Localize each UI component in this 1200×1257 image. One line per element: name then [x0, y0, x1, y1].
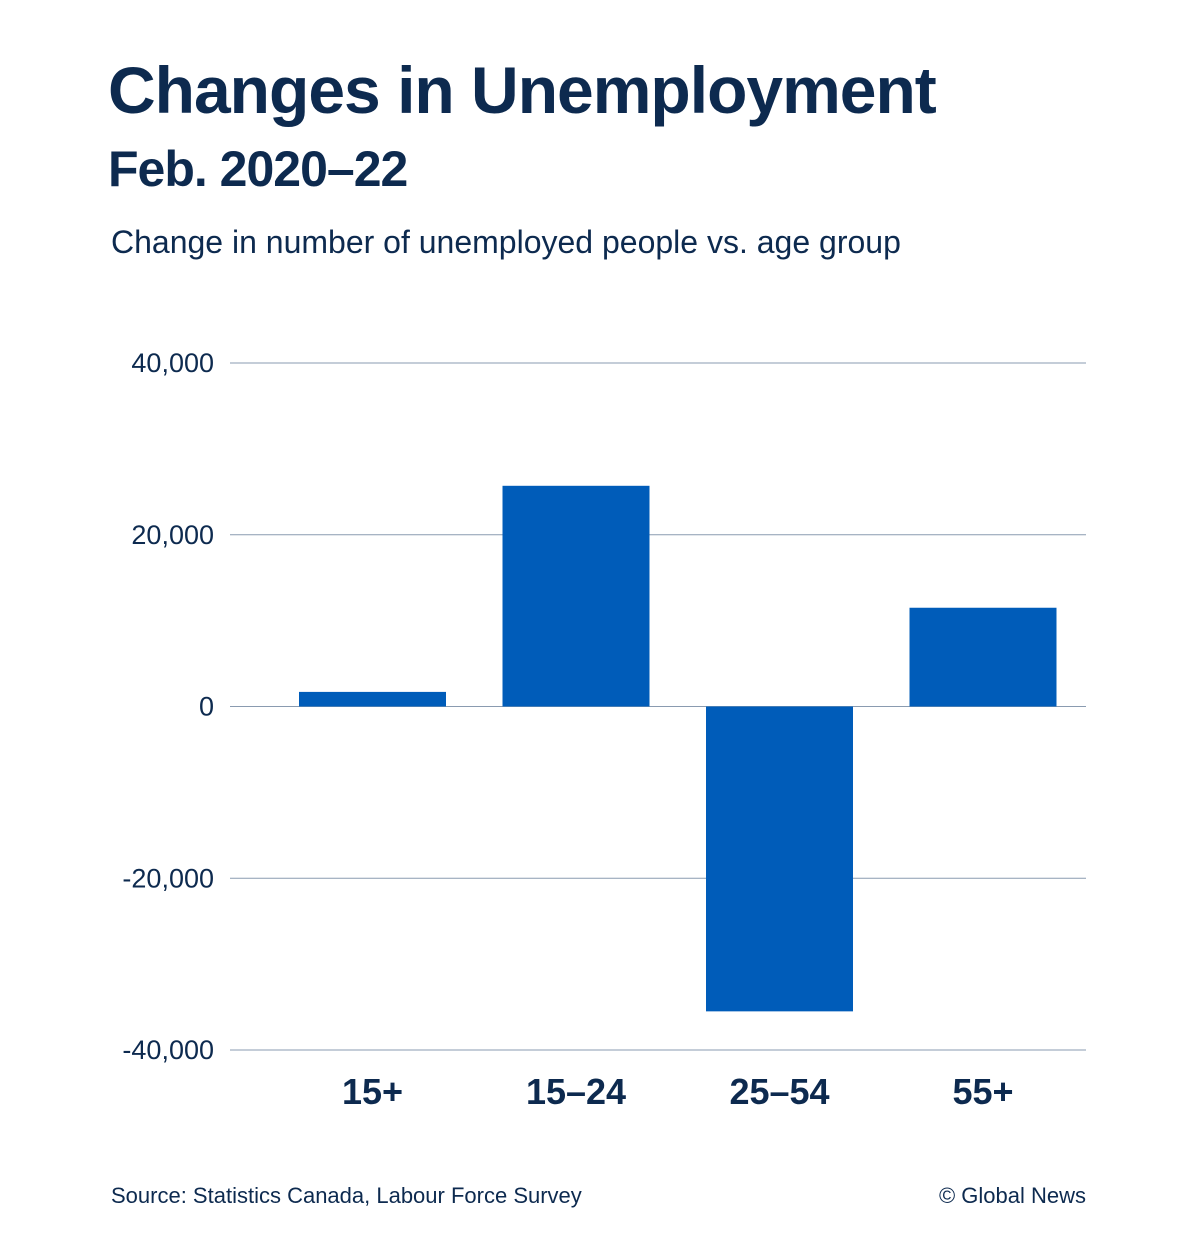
- y-tick-label: -20,000: [122, 863, 214, 893]
- bar: [909, 607, 1057, 707]
- y-tick-label: 40,000: [131, 348, 214, 378]
- y-tick-label: 20,000: [131, 520, 214, 550]
- bars: [299, 485, 1057, 1012]
- x-tick-label: 15+: [342, 1071, 403, 1112]
- bar: [299, 691, 446, 707]
- chart-title: Changes in Unemployment: [108, 53, 937, 127]
- x-tick-label: 55+: [952, 1071, 1013, 1112]
- bar: [502, 485, 650, 707]
- chart-caption: Change in number of unemployed people vs…: [111, 224, 901, 260]
- chart-subtitle: Feb. 2020–22: [108, 141, 408, 197]
- y-axis-ticks: 40,000 20,000 0 -20,000 -40,000: [122, 348, 214, 1065]
- bar: [706, 706, 853, 1012]
- credit-note: © Global News: [938, 1183, 1086, 1208]
- x-tick-label: 25–54: [729, 1071, 829, 1112]
- y-tick-label: -40,000: [122, 1035, 214, 1065]
- x-tick-label: 15–24: [526, 1071, 626, 1112]
- x-axis-ticks: 15+ 15–24 25–54 55+: [342, 1071, 1014, 1112]
- y-tick-label: 0: [199, 692, 214, 722]
- source-note: Source: Statistics Canada, Labour Force …: [111, 1183, 582, 1208]
